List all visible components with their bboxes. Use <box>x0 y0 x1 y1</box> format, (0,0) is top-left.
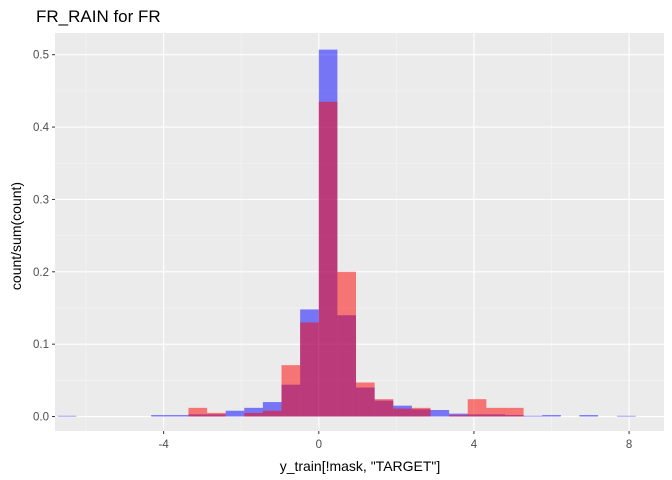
histogram-bar <box>504 407 524 417</box>
x-axis-title: y_train[!mask, "TARGET"] <box>280 458 441 474</box>
y-axis-title: count/sum(count) <box>8 182 24 290</box>
histogram-bar <box>467 399 487 417</box>
histogram-bar <box>486 407 505 417</box>
histogram-bar <box>430 410 450 417</box>
x-axis: -4 0 4 8 <box>158 431 632 451</box>
y-tick-label: 0.5 <box>33 50 49 62</box>
grid-minor-lines <box>55 33 664 431</box>
chart-title: FR_RAIN for FR <box>36 7 161 26</box>
y-tick-label: 0.0 <box>33 412 49 424</box>
histogram-bar <box>300 322 319 417</box>
histogram-bar <box>225 410 245 417</box>
histogram-bar <box>57 415 77 417</box>
y-axis: 0.0 0.1 0.2 0.3 0.4 0.5 <box>33 50 55 424</box>
histogram-bar <box>449 415 468 417</box>
histogram-bar <box>393 408 412 417</box>
histogram-bar <box>617 415 636 417</box>
histogram-bar <box>355 382 375 417</box>
histogram-bar <box>579 415 599 417</box>
histogram-bar <box>188 407 208 417</box>
histogram-bar <box>244 407 263 417</box>
x-tick-label: 4 <box>471 439 478 451</box>
y-tick-label: 0.3 <box>33 194 49 206</box>
histogram-bar <box>523 415 543 417</box>
x-tick-label: 8 <box>626 439 632 451</box>
histogram-bar <box>337 271 357 417</box>
y-tick-label: 0.2 <box>33 267 49 279</box>
histogram-bar <box>262 410 282 417</box>
histogram-bar <box>281 365 301 417</box>
x-tick-label: 0 <box>316 439 322 451</box>
histogram-bar <box>151 415 170 417</box>
histogram-bar <box>411 407 431 417</box>
histogram-bar <box>542 415 561 417</box>
histogram-bar <box>374 399 394 417</box>
histogram-bar <box>318 101 338 417</box>
series-red-bars <box>188 101 524 417</box>
x-tick-label: -4 <box>158 439 169 451</box>
y-tick-label: 0.4 <box>33 122 50 134</box>
y-tick-label: 0.1 <box>33 339 49 351</box>
histogram-bar <box>244 412 263 417</box>
histogram-bar <box>207 412 226 417</box>
histogram-bar <box>169 415 189 417</box>
plot-panel <box>55 33 664 431</box>
